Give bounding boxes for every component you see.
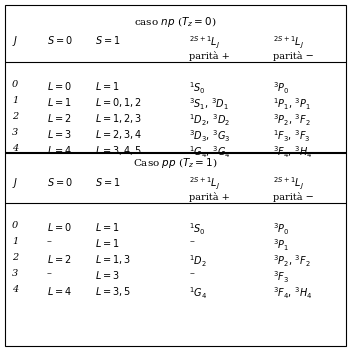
Text: 1: 1 [12,237,18,246]
Text: $L=3$: $L=3$ [47,128,72,140]
Text: $S=1$: $S=1$ [95,176,121,187]
Text: $^3P_2,\,^3F_2$: $^3P_2,\,^3F_2$ [273,112,311,128]
Text: $L=2$: $L=2$ [47,253,71,265]
Text: 2: 2 [12,253,18,262]
Text: $^3F_4,\,^3H_4$: $^3F_4,\,^3H_4$ [273,144,313,160]
Text: $S=0$: $S=0$ [47,176,72,187]
Text: 4: 4 [12,285,18,294]
Text: $L=1,2,3$: $L=1,2,3$ [95,112,143,125]
Text: $L=4$: $L=4$ [47,285,72,297]
Text: –: – [47,269,52,278]
Text: Caso $pp$ ($T_z = 1$): Caso $pp$ ($T_z = 1$) [133,156,218,170]
Text: 3: 3 [12,269,18,278]
Text: $J$: $J$ [12,176,18,190]
Text: parità −: parità − [273,192,314,202]
Text: $L=4$: $L=4$ [47,144,72,156]
Text: parità +: parità + [190,51,230,61]
Text: $L=0,1,2$: $L=0,1,2$ [95,96,143,109]
Text: $L=3$: $L=3$ [95,269,120,281]
Text: $^{2S+1}L_J$: $^{2S+1}L_J$ [190,176,220,192]
Text: $L=3,4,5$: $L=3,4,5$ [95,144,143,157]
Text: $^1D_2$: $^1D_2$ [190,253,207,269]
Text: $^1G_4,\,^3G_4$: $^1G_4,\,^3G_4$ [190,144,231,160]
Text: 2: 2 [12,112,18,121]
Text: $L=1,3$: $L=1,3$ [95,253,131,266]
Text: $^1P_1,\,^3P_1$: $^1P_1,\,^3P_1$ [273,96,311,112]
Text: 4: 4 [12,144,18,153]
Text: $L=1$: $L=1$ [95,237,120,249]
Text: $S=0$: $S=0$ [47,34,72,46]
Text: 0: 0 [12,221,18,230]
Text: $^3P_1$: $^3P_1$ [273,237,289,253]
Text: $L=1$: $L=1$ [95,221,120,233]
Text: $L=2,3,4$: $L=2,3,4$ [95,128,143,141]
Text: 3: 3 [12,128,18,137]
Text: $^1F_3,\,^3F_3$: $^1F_3,\,^3F_3$ [273,128,311,144]
Text: $L=1$: $L=1$ [95,80,120,92]
Text: parità +: parità + [190,192,230,202]
Text: parità −: parità − [273,51,314,61]
Text: $L=0$: $L=0$ [47,80,72,92]
Text: –: – [190,269,194,278]
Text: $^3P_2,\,^3F_2$: $^3P_2,\,^3F_2$ [273,253,311,269]
Text: $^3S_1,\,^3D_1$: $^3S_1,\,^3D_1$ [190,96,230,112]
Text: $L=2$: $L=2$ [47,112,71,124]
Text: $^3D_3,\,^3G_3$: $^3D_3,\,^3G_3$ [190,128,231,144]
Text: $^{2S+1}L_J$: $^{2S+1}L_J$ [273,176,304,192]
Text: $^3F_4,\,^3H_4$: $^3F_4,\,^3H_4$ [273,285,313,301]
Text: $^1D_2,\,^3D_2$: $^1D_2,\,^3D_2$ [190,112,231,128]
Text: 1: 1 [12,96,18,105]
Text: $^3P_0$: $^3P_0$ [273,80,290,96]
Text: $L=1$: $L=1$ [47,96,71,108]
Text: $L=0$: $L=0$ [47,221,72,233]
Text: $^1S_0$: $^1S_0$ [190,221,206,237]
Text: $^3F_3$: $^3F_3$ [273,269,289,285]
Text: $^{2S+1}L_J$: $^{2S+1}L_J$ [190,34,220,51]
Text: $^3P_0$: $^3P_0$ [273,221,290,237]
Text: $^1S_0$: $^1S_0$ [190,80,206,96]
Text: $^{2S+1}L_J$: $^{2S+1}L_J$ [273,34,304,51]
Text: 0: 0 [12,80,18,89]
Text: $L=3,5$: $L=3,5$ [95,285,131,298]
Text: –: – [47,237,52,246]
Text: $S=1$: $S=1$ [95,34,121,46]
Text: –: – [190,237,194,246]
Text: $J$: $J$ [12,34,18,48]
Text: $^1G_4$: $^1G_4$ [190,285,208,301]
Text: caso $np$ ($T_z = 0$): caso $np$ ($T_z = 0$) [134,15,217,29]
